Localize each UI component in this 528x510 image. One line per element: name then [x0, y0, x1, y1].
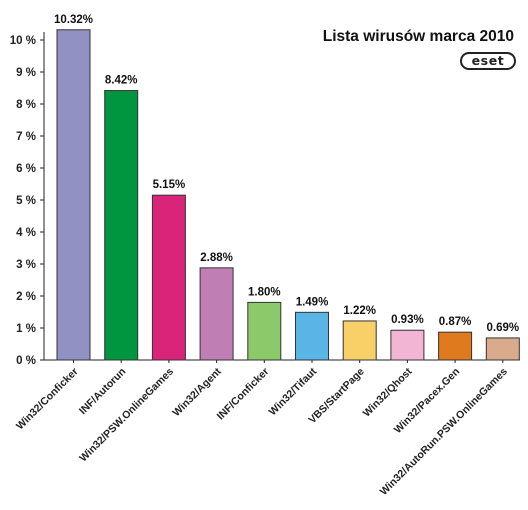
x-tick-label: INF/Autorun: [77, 366, 128, 417]
bar: [199, 267, 234, 361]
data-label: 1.49%: [296, 296, 329, 308]
bar: [342, 320, 377, 361]
data-label: 0.69%: [486, 322, 519, 334]
bar-series: [56, 29, 520, 361]
y-tick-label: 0 %: [16, 355, 36, 367]
data-labels: 10.32% 8.42% 5.15% 2.88% 1.80% 1.49% 1.22% 0.93…: [54, 14, 519, 334]
bar: [247, 301, 282, 361]
data-label: 1.80%: [248, 286, 281, 298]
bar: [151, 194, 186, 361]
y-tick-label: 4 %: [16, 227, 36, 239]
x-tick-label: Win32/Tifaut: [267, 365, 320, 418]
y-tick-label: 2 %: [16, 291, 36, 303]
data-label: 0.93%: [391, 314, 424, 326]
bar: [56, 29, 91, 361]
y-tick-label: 1 %: [16, 323, 36, 335]
data-label: 10.32%: [54, 14, 93, 26]
data-label: 8.42%: [105, 75, 138, 87]
bar: [438, 331, 473, 361]
bar: [295, 311, 329, 361]
eset-logo: eset: [460, 52, 516, 70]
data-label: 0.87%: [439, 316, 472, 328]
data-label: 1.22%: [343, 305, 376, 317]
bar: [390, 329, 425, 361]
y-tick-label: 7 %: [16, 131, 36, 143]
x-tick-label: Win32/Agent: [170, 365, 224, 419]
y-tick-label: 8 %: [16, 99, 36, 111]
chart-title: Lista wirusów marca 2010: [322, 28, 514, 45]
y-tick-label: 3 %: [16, 259, 36, 271]
logo-text: eset: [471, 52, 505, 68]
y-tick-label: 6 %: [16, 163, 36, 175]
bar: [104, 90, 139, 361]
y-tick-label: 10 %: [10, 35, 36, 47]
y-tick-label: 5 %: [16, 195, 36, 207]
x-tick-label: Win32/Conficker: [14, 366, 81, 433]
y-tick-label: 9 %: [16, 67, 36, 79]
data-label: 5.15%: [153, 179, 186, 191]
x-tick-label: Win32/PSW.OnlineGames: [77, 366, 176, 465]
bar: [485, 337, 520, 361]
data-label: 2.88%: [200, 252, 233, 264]
